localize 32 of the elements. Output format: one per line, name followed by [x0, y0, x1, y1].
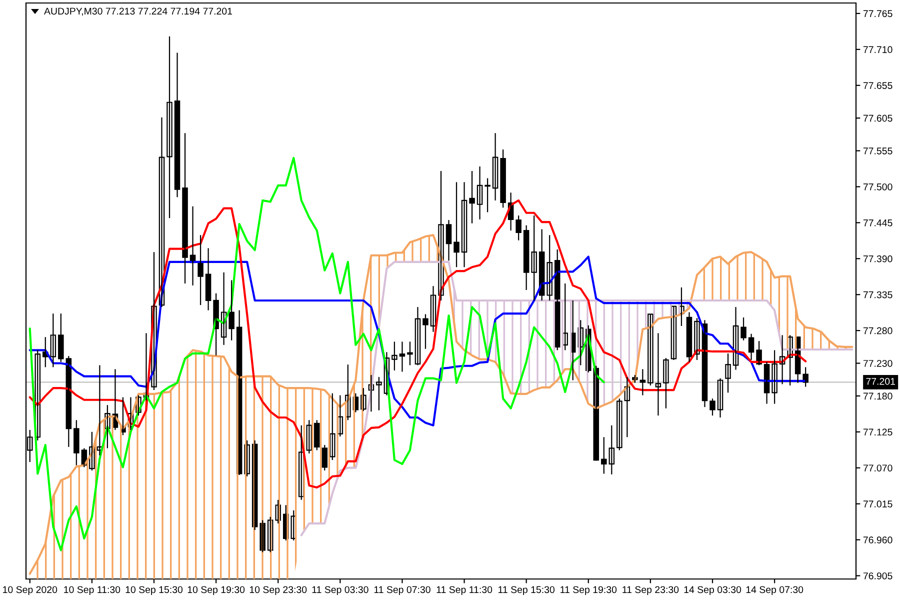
x-tick-label: 11 Sep 23:30 — [622, 586, 679, 596]
x-tick-label: 10 Sep 19:30 — [188, 586, 245, 596]
y-tick-label: 77.765 — [863, 10, 892, 18]
y-tick-label: 77.655 — [863, 82, 892, 89]
x-tick-label: 11 Sep 11:30 — [436, 586, 492, 596]
y-tick-label: 77.390 — [863, 255, 892, 262]
x-tick-label: 10 Sep 23:30 — [250, 586, 307, 596]
y-tick-label: 77.710 — [863, 46, 892, 54]
x-tick-label: 11 Sep 15:30 — [498, 586, 555, 596]
y-tick-label: 76.905 — [863, 572, 892, 580]
x-tick-label: 11 Sep 07:30 — [374, 586, 430, 596]
y-tick-label: 77.280 — [863, 327, 892, 334]
ref-line-label: 77.201 — [866, 378, 895, 385]
y-tick-label: 77.015 — [863, 500, 892, 508]
y-tick-label: 76.960 — [863, 536, 892, 544]
y-tick-label: 77.335 — [863, 291, 892, 298]
y-tick-label: 77.605 — [863, 114, 892, 122]
x-tick-label: 14 Sep 03:30 — [684, 586, 742, 596]
y-tick-label: 77.445 — [863, 220, 892, 226]
y-tick-label: 77.070 — [863, 464, 892, 472]
y-tick-label: 77.500 — [863, 183, 892, 190]
y-tick-label: 77.230 — [863, 360, 892, 367]
x-tick-label: 11 Sep 03:30 — [312, 586, 368, 596]
chart-title: AUDJPY,M30 77.213 77.224 77.194 77.201 — [44, 8, 232, 16]
y-tick-label: 77.125 — [863, 428, 892, 436]
x-tick-label: 10 Sep 2020 — [3, 586, 58, 596]
x-tick-label: 10 Sep 11:30 — [64, 586, 120, 596]
y-tick-label: 77.555 — [863, 148, 892, 154]
x-tick-label: 11 Sep 19:30 — [560, 586, 617, 596]
x-tick-label: 10 Sep 15:30 — [126, 586, 183, 596]
x-tick-label: 14 Sep 07:30 — [746, 586, 804, 596]
y-tick-label: 77.180 — [863, 392, 892, 400]
